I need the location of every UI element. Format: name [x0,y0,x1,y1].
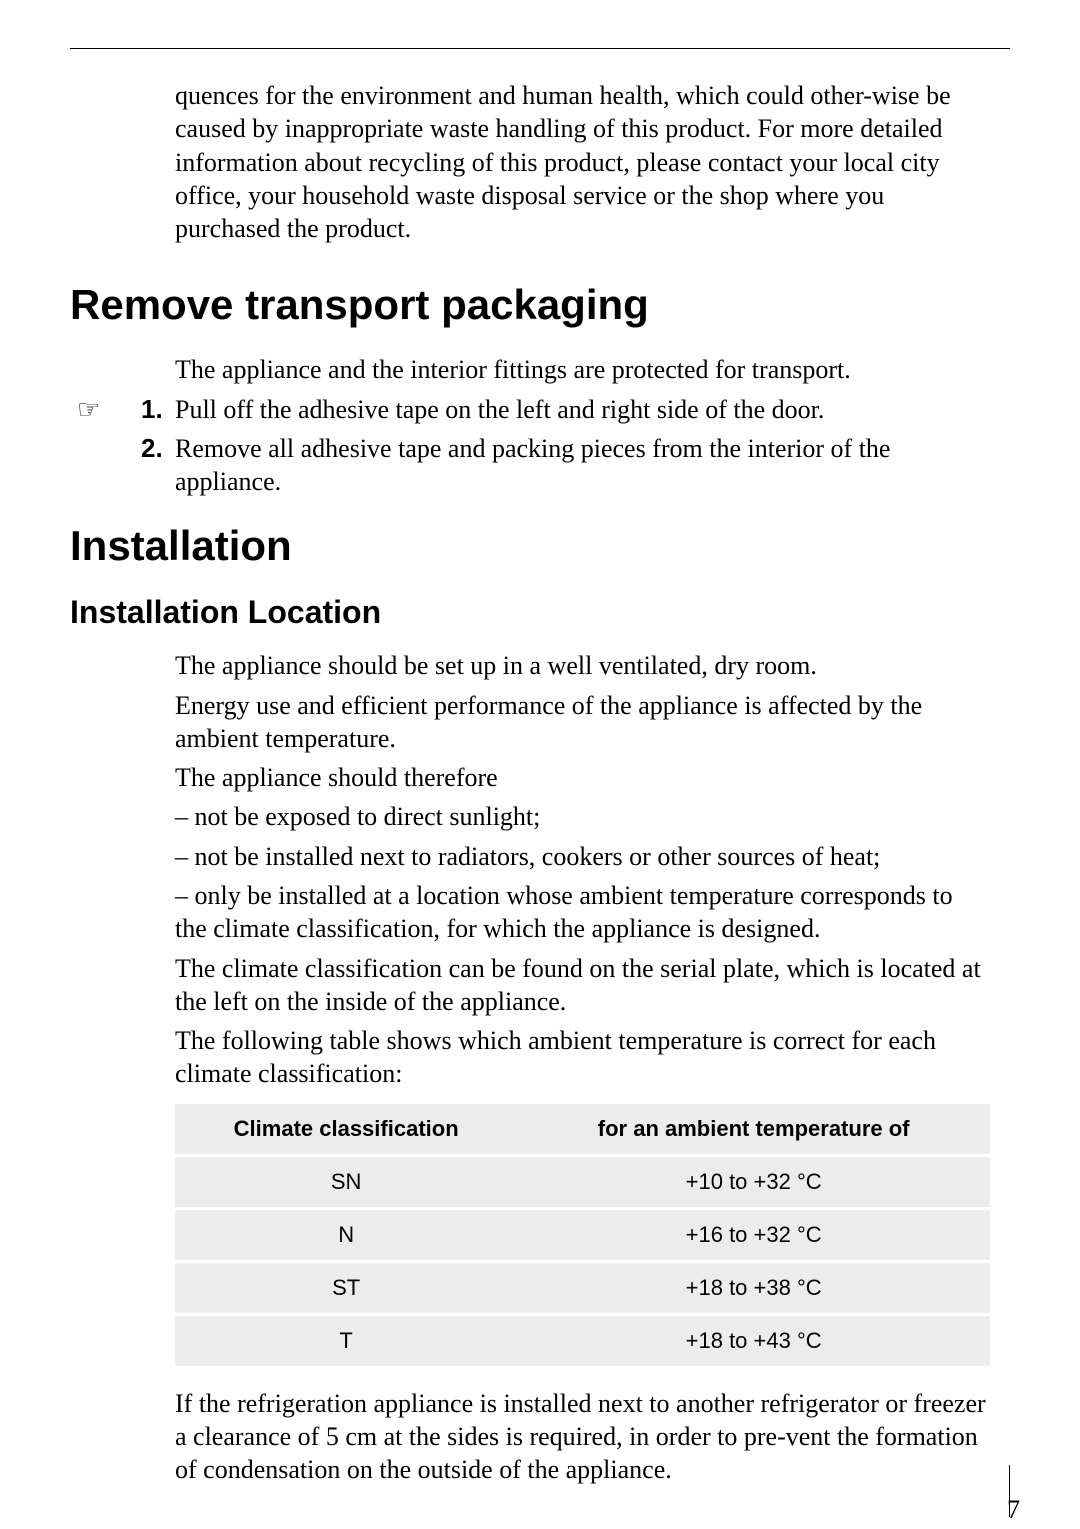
install-bullet-1: – not be exposed to direct sunlight; [175,800,990,833]
pointing-hand-icon: ☞ [77,393,100,426]
install-p1: The appliance should be set up in a well… [175,649,990,682]
table-row: ST +18 to +38 °C [175,1261,990,1314]
page-number: 7 [1007,1495,1020,1525]
page-frame: quences for the environment and human he… [70,48,1010,1481]
table-cell: SN [175,1155,517,1208]
table-header-row: Climate classification for an ambient te… [175,1102,990,1155]
remove-lead-text: The appliance and the interior fittings … [175,353,990,386]
install-p4: The climate classification can be found … [175,952,990,1019]
install-p2: Energy use and efficient performance of … [175,689,990,756]
heading-installation: Installation [70,522,990,570]
table-col-header: Climate classification [175,1102,517,1155]
table-cell: +16 to +32 °C [517,1208,990,1261]
install-bullet-2: – not be installed next to radiators, co… [175,840,990,873]
climate-classification-table: Climate classification for an ambient te… [175,1101,990,1369]
page-content: quences for the environment and human he… [70,49,1010,1486]
table-row: SN +10 to +32 °C [175,1155,990,1208]
install-p6: If the refrigeration appliance is instal… [175,1387,990,1487]
table-col-header: for an ambient temperature of [517,1102,990,1155]
step-number: 2. [141,432,163,465]
subheading-installation-location: Installation Location [70,594,990,631]
table-cell: T [175,1314,517,1367]
table-row: T +18 to +43 °C [175,1314,990,1367]
step-text: Pull off the adhesive tape on the left a… [175,395,824,424]
table-cell: +18 to +38 °C [517,1261,990,1314]
install-bullet-3: – only be installed at a location whose … [175,879,990,946]
table-cell: +10 to +32 °C [517,1155,990,1208]
table-cell: ST [175,1261,517,1314]
table-row: N +16 to +32 °C [175,1208,990,1261]
remove-step-1: ☞ 1. Pull off the adhesive tape on the l… [175,393,990,426]
heading-remove-transport-packaging: Remove transport packaging [70,281,990,329]
table-cell: +18 to +43 °C [517,1314,990,1367]
intro-paragraph: quences for the environment and human he… [175,79,990,245]
remove-step-2: 2. Remove all adhesive tape and packing … [175,432,990,499]
table-cell: N [175,1208,517,1261]
step-text: Remove all adhesive tape and packing pie… [175,434,890,496]
install-p3: The appliance should therefore [175,761,990,794]
install-p5: The following table shows which ambient … [175,1024,990,1091]
step-number: 1. [141,393,163,426]
